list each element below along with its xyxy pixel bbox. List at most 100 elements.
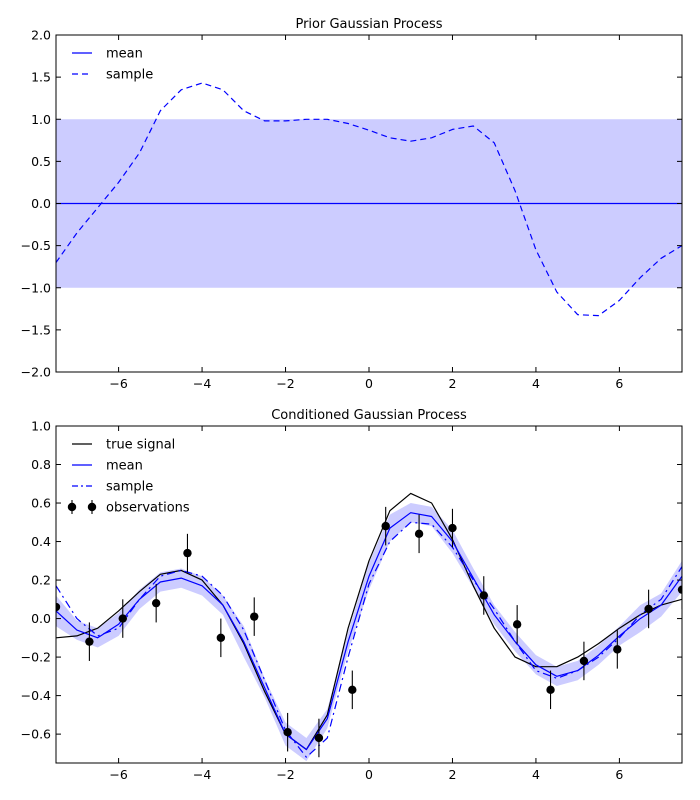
observation-marker <box>448 523 457 533</box>
observation-point <box>56 587 61 627</box>
legend-item-true-signal: true signal <box>72 438 175 453</box>
observation-marker <box>250 612 259 621</box>
observation-marker <box>283 727 292 737</box>
observation-marker <box>314 733 324 743</box>
legend-marker <box>67 502 77 512</box>
y-tick-label: 1.5 <box>31 70 51 85</box>
y-axis: −2.0 −1.5 −1.0 −0.5 0.0 0.5 1.0 1.5 2.0 <box>21 28 682 380</box>
legend-marker <box>87 502 97 512</box>
y-axis: −0.6 −0.4 −0.2 0.0 0.2 0.4 0.6 0.8 1.0 <box>21 419 682 742</box>
sample-line <box>56 521 682 758</box>
y-tick-label: 0.5 <box>31 154 51 169</box>
x-tick-label: 0 <box>365 376 373 391</box>
legend: true signal mean sample observations <box>67 438 190 516</box>
observation-point <box>479 576 488 615</box>
observation-marker <box>644 604 653 614</box>
x-tick-label: 4 <box>532 767 540 782</box>
observation-point <box>250 597 259 636</box>
x-tick-label: −4 <box>193 767 211 782</box>
x-tick-label: 2 <box>448 767 456 782</box>
y-tick-label: −1.0 <box>21 280 51 295</box>
y-tick-label: −0.2 <box>21 650 51 665</box>
observation-marker <box>216 633 226 643</box>
observation-marker <box>414 529 424 539</box>
y-tick-label: 0.2 <box>31 573 51 588</box>
y-tick-label: 0.4 <box>31 534 51 549</box>
observation-marker <box>579 656 589 666</box>
x-tick-label: 2 <box>448 376 456 391</box>
legend-label: sample <box>106 68 153 83</box>
x-axis: −6 −4 −2 0 2 4 6 <box>109 35 623 391</box>
y-tick-label: −0.4 <box>21 688 51 703</box>
confidence-band <box>56 503 682 762</box>
x-tick-label: 6 <box>615 767 623 782</box>
y-tick-label: 0.8 <box>31 457 51 472</box>
observation-point <box>613 630 622 669</box>
x-tick-label: −2 <box>276 376 294 391</box>
legend-item-mean: mean <box>72 459 143 474</box>
plot-area <box>56 492 682 762</box>
observation-point <box>283 712 292 752</box>
mean-line <box>56 512 682 751</box>
plot-area <box>56 82 682 317</box>
observation-marker <box>677 585 682 594</box>
y-tick-label: −0.6 <box>21 727 51 742</box>
observation-marker <box>56 602 61 612</box>
legend-item-sample: sample <box>72 68 153 83</box>
observation-point <box>448 508 457 548</box>
observation-point <box>512 605 522 644</box>
x-tick-label: −6 <box>109 376 127 391</box>
prior-gp-chart: −6 −4 −2 0 2 4 6 −2.0 −1.5 −1.0 −0.5 0.0 0.5 1.0 1.5 2… <box>21 17 683 391</box>
legend-item-observations: observations <box>67 500 190 516</box>
legend-label: mean <box>106 459 143 474</box>
y-tick-label: 1.0 <box>31 419 51 434</box>
observation-point <box>579 641 589 681</box>
y-tick-label: −2.0 <box>21 365 51 380</box>
observation-point <box>314 718 324 758</box>
y-tick-label: 1.0 <box>31 112 51 127</box>
chart-title: Prior Gaussian Process <box>295 17 442 32</box>
observation-point <box>85 622 94 661</box>
observation-point <box>414 514 424 554</box>
x-axis: −6 −4 −2 0 2 4 6 <box>109 426 623 782</box>
observation-marker <box>613 645 622 654</box>
legend-label: mean <box>106 47 143 62</box>
y-tick-label: 0.0 <box>31 611 51 626</box>
y-tick-label: 2.0 <box>31 28 51 43</box>
observation-point <box>183 533 192 573</box>
observation-point <box>644 589 653 629</box>
legend: mean sample <box>72 47 153 83</box>
legend-label: observations <box>106 501 190 516</box>
observation-marker <box>381 521 390 531</box>
observation-marker <box>546 685 555 695</box>
y-tick-label: −1.5 <box>21 322 51 337</box>
observation-point <box>677 570 682 609</box>
observation-point <box>348 670 357 710</box>
observation-marker <box>183 548 192 558</box>
legend-label: sample <box>106 480 153 495</box>
observation-marker <box>348 685 357 695</box>
y-tick-label: 0.0 <box>31 196 51 211</box>
y-tick-label: 0.6 <box>31 496 51 511</box>
observation-marker <box>512 620 522 629</box>
legend-label: true signal <box>106 438 175 453</box>
observation-marker <box>479 591 488 600</box>
observation-point <box>381 506 390 546</box>
x-tick-label: −6 <box>109 767 127 782</box>
x-tick-label: 6 <box>615 376 623 391</box>
chart-title: Conditioned Gaussian Process <box>271 408 467 423</box>
observation-point <box>151 583 161 623</box>
sample-line <box>56 82 682 317</box>
true-signal-line <box>56 492 682 751</box>
observation-point <box>216 618 226 658</box>
observation-marker <box>151 598 161 608</box>
x-tick-label: −2 <box>276 767 294 782</box>
observation-marker <box>118 614 127 623</box>
observation-point <box>118 599 127 638</box>
x-tick-label: 4 <box>532 376 540 391</box>
conditioned-gp-chart: −6 −4 −2 0 2 4 6 −0.6 −0.4 −0.2 0.0 0.2 0.4 0.6 0.8 1.… <box>21 408 683 782</box>
x-tick-label: 0 <box>365 767 373 782</box>
y-tick-label: −0.5 <box>21 238 51 253</box>
legend-item-sample: sample <box>72 480 153 495</box>
